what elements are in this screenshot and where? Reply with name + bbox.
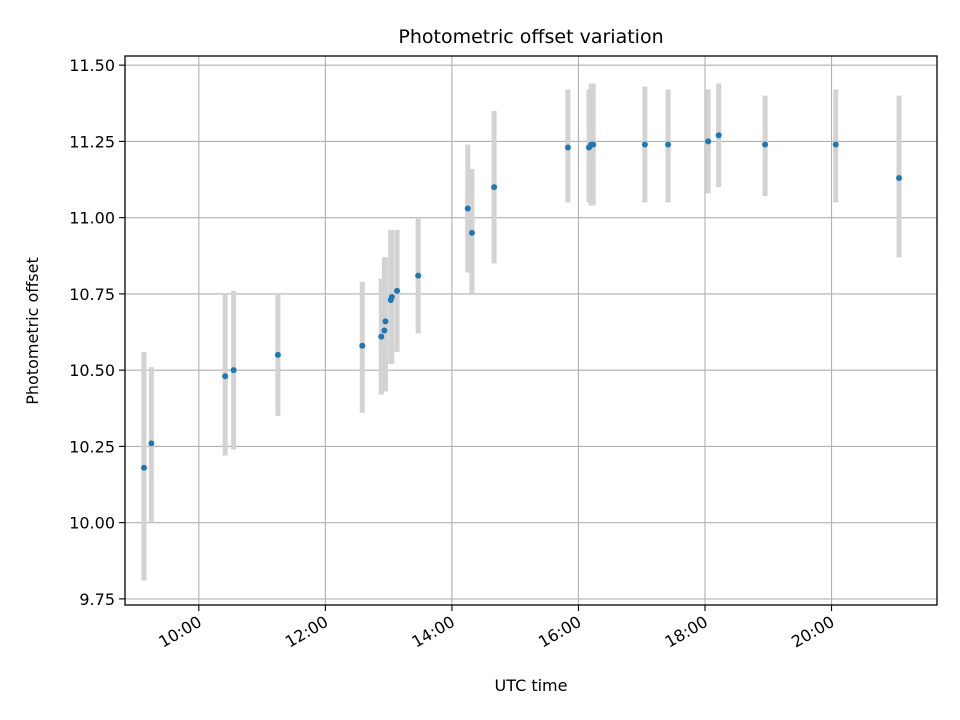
data-point [415,272,422,279]
y-axis-ticks: 9.75 10.00 10.25 10.50 10.75 11.00 11.25 11.50 [69,56,125,609]
chart-title: Photometric offset variation [398,26,663,48]
x-tick-label: 16:00 [535,612,584,652]
y-tick-label: 11.25 [69,132,115,151]
data-point [468,229,475,236]
data-point [394,287,401,294]
y-tick-label: 10.25 [69,437,115,456]
y-axis-title: Photometric offset [23,257,42,405]
data-point [896,175,903,181]
data-point [378,333,385,340]
errorbars [141,83,902,581]
data-point [382,318,389,325]
data-point [665,141,672,148]
data-point [832,141,839,148]
data-point [274,351,281,358]
data-point [705,138,712,145]
y-tick-label: 10.50 [69,361,115,380]
y-tick-label: 9.75 [79,590,115,609]
data-point [762,141,769,148]
x-tick-label: 12:00 [282,612,331,652]
y-tick-label: 10.00 [69,514,115,533]
data-point [222,373,229,380]
data-point [715,132,722,139]
data-point [381,327,388,334]
data-point [388,293,395,300]
data-point [230,367,237,374]
data-point [590,141,597,148]
x-axis-ticks: 10:00 12:00 14:00 16:00 18:00 20:00 [155,605,838,652]
y-tick-label: 11.00 [69,209,115,228]
data-point [140,464,147,471]
data-point [464,205,471,212]
x-tick-label: 20:00 [788,612,837,652]
plot-frame [124,55,938,606]
x-axis-title: UTC time [495,676,568,695]
data-point [641,141,648,148]
data-point [491,184,498,191]
y-tick-label: 10.75 [69,285,115,304]
x-tick-label: 18:00 [662,612,711,652]
x-tick-label: 10:00 [155,612,204,652]
x-tick-label: 14:00 [408,612,457,652]
grid [125,56,937,605]
data-point [359,342,366,349]
data-point [564,144,571,151]
data-point [148,440,155,447]
y-tick-label: 11.50 [69,56,115,75]
data-points [140,132,903,471]
